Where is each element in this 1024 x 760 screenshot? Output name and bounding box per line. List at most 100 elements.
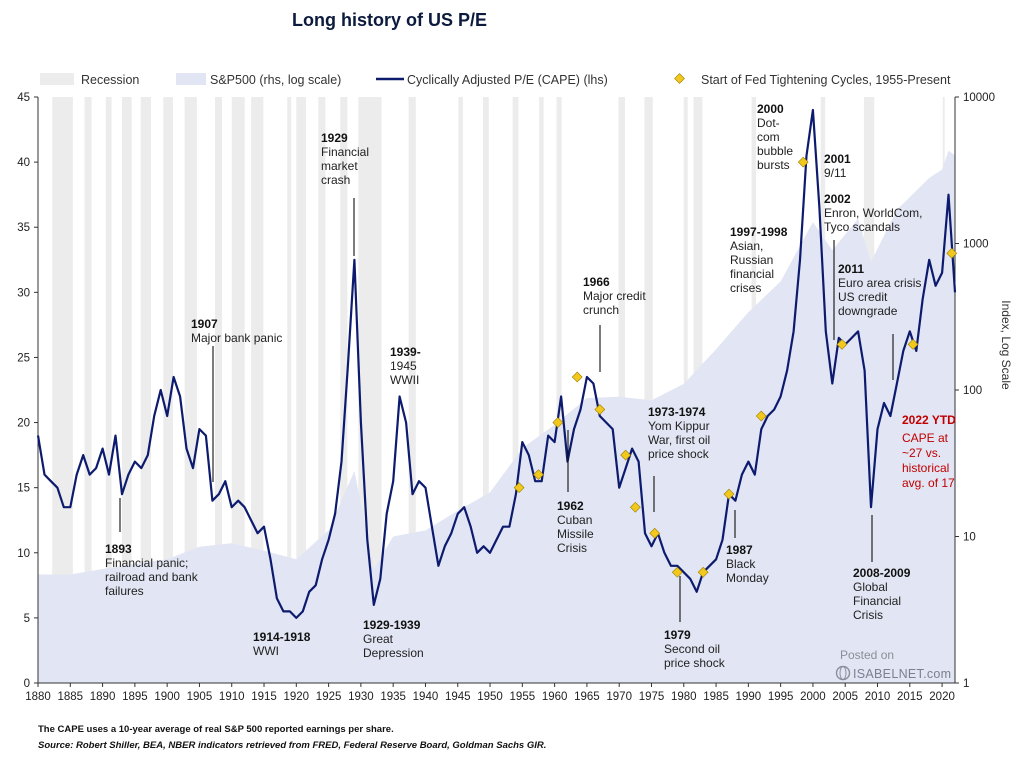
x-tick-label-3: 1895 xyxy=(122,691,148,703)
x-tick-label-21: 1985 xyxy=(703,691,729,703)
watermark: Posted on ISABELNET.com xyxy=(835,648,951,681)
annotation-line-1929-2: crash xyxy=(321,173,350,187)
fed-marker-5 xyxy=(620,449,632,461)
annotation-line-2011-1: US credit xyxy=(838,290,888,304)
x-tick-label-13: 1945 xyxy=(445,691,471,703)
annotation-line-1929-0: Financial xyxy=(321,145,369,159)
annotation-head-1987: 1987 xyxy=(726,543,753,557)
fed-marker-6 xyxy=(629,501,641,513)
fed-marker-2 xyxy=(552,417,564,428)
recession-band-1 xyxy=(84,97,92,683)
recession-band-11 xyxy=(296,97,306,683)
annotation-head-1929: 1929 xyxy=(321,131,348,145)
annotation-line-1929-1939-0: Great xyxy=(363,632,394,646)
x-tick-label-23: 1995 xyxy=(768,691,794,703)
x-tick-label-16: 1960 xyxy=(542,691,568,703)
recession-band-13 xyxy=(340,97,348,683)
annotation-line-2011-2: downgrade xyxy=(838,304,898,318)
x-tick-label-6: 1910 xyxy=(219,691,245,703)
x-tick-label-22: 1990 xyxy=(736,691,762,703)
annotation-head-2011: 2011 xyxy=(838,262,864,276)
annotation-line-1966-0: Major credit xyxy=(583,289,646,303)
x-tick-label-14: 1950 xyxy=(477,691,503,703)
annotation-line-1962-0: Cuban xyxy=(557,513,592,527)
recession-band-7 xyxy=(214,97,223,683)
legend-recession-swatch xyxy=(40,73,74,85)
chart-title: Long history of US P/E xyxy=(292,10,487,30)
x-tick-label-27: 2015 xyxy=(897,691,923,703)
watermark-line2: ISABELNET.com xyxy=(853,667,951,681)
annotation-line-2011-0: Euro area crisis xyxy=(838,276,921,290)
recession-band-6 xyxy=(184,97,197,683)
annotation-line-2000-0: Dot- xyxy=(757,116,780,130)
x-tick-label-11: 1935 xyxy=(380,691,406,703)
annotation-line-2001-0: 9/11 xyxy=(824,166,847,180)
axes: 1880 1885 1890 1895 1900 1905 1910 1915 1920 1925… xyxy=(17,92,995,703)
recession-band-5 xyxy=(163,97,173,683)
watermark-globe-meridian xyxy=(839,666,847,680)
annotation-head-1962: 1962 xyxy=(557,499,584,513)
annotation-head-2000: 2000 xyxy=(757,102,784,116)
annotation-line-1997-0: Asian, xyxy=(730,239,763,253)
fed-marker-1 xyxy=(533,469,544,481)
y-right-tick-label-2: 100 xyxy=(963,385,982,397)
annotation-head-1939: 1939- xyxy=(390,345,421,359)
annotation-line-1979-1: price shock xyxy=(664,656,726,670)
legend: Recession S&P500 (rhs, log scale) Cyclic… xyxy=(40,73,951,87)
recession-band-3 xyxy=(121,97,132,683)
y-left-tick-label-5: 25 xyxy=(17,352,30,364)
cape-line xyxy=(36,108,957,619)
y-left-tick-label-7: 35 xyxy=(17,222,30,234)
annotation-head-1893: 1893 xyxy=(105,542,132,556)
annotation-line-2002-1: Tyco scandals xyxy=(824,220,900,234)
annotation-line-2002-0: Enron, WorldCom, xyxy=(824,206,922,220)
recession-band-4 xyxy=(140,97,152,683)
annotation-line-1997-1: Russian xyxy=(730,253,773,267)
recession-band-16 xyxy=(458,97,463,683)
y-left-tick-label-3: 15 xyxy=(17,483,30,495)
x-tick-label-18: 1970 xyxy=(606,691,632,703)
recession-band-12 xyxy=(318,97,326,683)
x-tick-label-25: 2005 xyxy=(832,691,858,703)
x-tick-label-9: 1925 xyxy=(316,691,342,703)
x-tick-label-15: 1955 xyxy=(510,691,536,703)
x-tick-label-10: 1930 xyxy=(348,691,374,703)
y-left-tick-label-4: 20 xyxy=(17,418,30,430)
annotation-line-1973-1: War, first oil xyxy=(648,433,710,447)
fed-marker-8 xyxy=(671,566,683,578)
annotation-head-1914: 1914-1918 xyxy=(253,630,311,644)
recession-band-10 xyxy=(287,97,292,683)
x-tick-label-8: 1920 xyxy=(284,691,310,703)
recession-band-20 xyxy=(556,97,562,683)
right-axis-label: Index, Log Scale xyxy=(999,300,1013,390)
x-tick-label-17: 1965 xyxy=(574,691,600,703)
annotation-line-1966-1: crunch xyxy=(583,303,619,317)
annotation-line-1962-2: Crisis xyxy=(557,541,587,555)
y-left-tick-label-0: 0 xyxy=(24,678,30,690)
annotation-head-1997: 1997-1998 xyxy=(730,225,788,239)
legend-cape-label: Cyclically Adjusted P/E (CAPE) (lhs) xyxy=(407,73,608,87)
y-right-tick-label-0: 1 xyxy=(963,678,969,690)
annotation-line-1979-0: Second oil xyxy=(664,642,720,656)
recession-band-18 xyxy=(512,97,519,683)
legend-sp500-label: S&P500 (rhs, log scale) xyxy=(210,73,341,87)
x-tick-label-20: 1980 xyxy=(671,691,697,703)
recession-band-17 xyxy=(482,97,489,683)
annotation-line-2008-2: Crisis xyxy=(853,608,883,622)
annotation-line-1893-2: failures xyxy=(105,584,144,598)
fed-tightening-markers xyxy=(513,156,958,578)
annotation-line-2000-3: bursts xyxy=(757,158,790,172)
y-left-tick-label-8: 40 xyxy=(17,157,30,169)
source-note: Source: Robert Shiller, BEA, NBER indica… xyxy=(38,740,546,751)
y-right-tick-label-4: 10000 xyxy=(963,92,995,104)
y-left-tick-label-9: 45 xyxy=(17,92,30,104)
y-left-tick-label-2: 10 xyxy=(17,548,30,560)
annotation-line-1997-2: financial xyxy=(730,267,774,281)
recession-band-8 xyxy=(231,97,245,683)
fed-marker-15 xyxy=(946,247,958,259)
annotation-line-2008-0: Global xyxy=(853,580,888,594)
sp500-area xyxy=(38,150,955,683)
x-tick-label-2: 1890 xyxy=(90,691,116,703)
fed-marker-11 xyxy=(755,410,767,422)
